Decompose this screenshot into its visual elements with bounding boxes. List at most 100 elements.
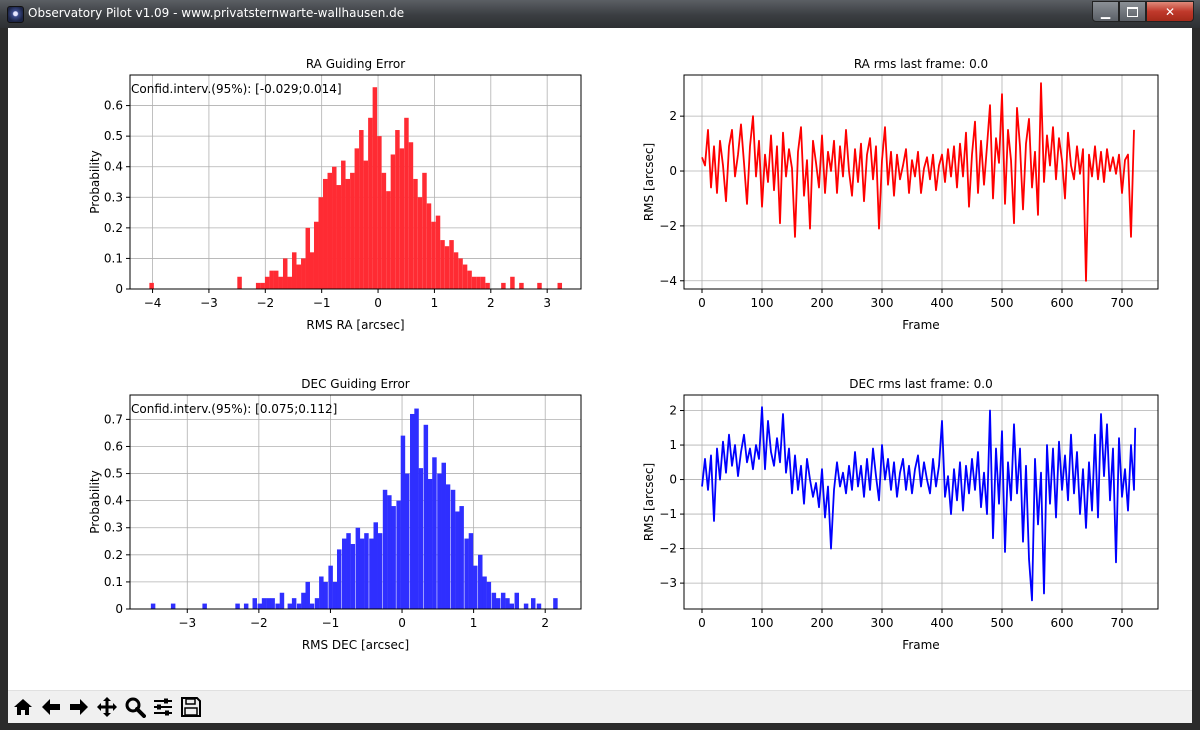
histogram-bar <box>441 462 446 609</box>
histogram-bar <box>478 554 483 609</box>
y-tick-label: 0.3 <box>104 190 123 204</box>
histogram-bar <box>368 117 373 289</box>
histogram-bar <box>440 240 445 289</box>
window-controls: ▁ ✕ <box>1092 1 1194 22</box>
histogram-bar <box>509 603 515 609</box>
x-tick-label: 300 <box>871 616 894 630</box>
chart-title: RA rms last frame: 0.0 <box>854 57 988 71</box>
histogram-bar <box>305 227 311 289</box>
histogram-bar <box>514 592 520 609</box>
subplots-button[interactable] <box>150 694 176 720</box>
y-tick-label: 0 <box>115 282 123 296</box>
x-tick-label: −4 <box>144 296 162 310</box>
navigation-toolbar <box>8 690 1192 723</box>
histogram-bar <box>505 598 510 609</box>
histogram-bar <box>445 484 451 609</box>
histogram-bar <box>404 117 409 289</box>
pan-button[interactable] <box>94 694 120 720</box>
x-tick-label: 200 <box>811 616 834 630</box>
x-tick-label: 500 <box>991 616 1014 630</box>
histogram-bar <box>391 506 396 609</box>
histogram-bar <box>269 270 274 289</box>
x-tick-label: 0 <box>698 616 706 630</box>
x-axis-label: Frame <box>902 638 939 652</box>
confidence-interval-annotation: Confid.interv.(95%): [-0.029;0.014] <box>131 82 342 96</box>
histogram-bar <box>390 154 396 289</box>
histogram-bar <box>350 543 356 609</box>
axes-frame <box>129 74 582 290</box>
histogram-bar <box>275 603 280 609</box>
histogram-bar <box>314 598 320 609</box>
series-line <box>701 406 1137 602</box>
histogram-bar <box>476 276 481 289</box>
histogram-bar <box>305 581 310 609</box>
histogram-bar <box>323 178 328 289</box>
save-button[interactable] <box>178 694 204 720</box>
histogram-bar <box>473 565 478 609</box>
home-button[interactable] <box>10 694 36 720</box>
y-tick-label: 0.3 <box>104 521 123 535</box>
y-tick-label: 0.6 <box>104 99 123 113</box>
histogram-bar <box>287 276 292 289</box>
histogram-bar <box>170 603 176 609</box>
histogram-bar <box>327 172 333 289</box>
histogram-bar <box>237 276 242 289</box>
histogram-bar <box>500 592 506 609</box>
y-tick-label: 0 <box>669 473 677 487</box>
histogram-bar <box>359 130 364 289</box>
x-tick-label: 500 <box>991 296 1014 310</box>
histogram-bar <box>149 282 154 289</box>
zoom-button[interactable] <box>122 694 148 720</box>
x-tick-label: 100 <box>751 616 774 630</box>
histogram-bar <box>400 435 406 609</box>
forward-button[interactable] <box>66 694 92 720</box>
histogram-bar <box>260 282 265 289</box>
histogram-bar <box>386 191 391 289</box>
dec-rms-axes: 0 100 200 300 400 500 600 700 −3 −2 −1 0 1 2 DEC rms l… <box>642 377 1159 652</box>
histogram-bar <box>553 598 558 609</box>
maximize-button[interactable] <box>1119 1 1146 22</box>
histogram-bar <box>372 87 378 289</box>
histogram-bar <box>426 203 432 289</box>
x-axis-label: Frame <box>902 318 939 332</box>
histogram-bar <box>537 282 542 289</box>
x-tick-label: 600 <box>1051 616 1074 630</box>
histogram-bar <box>413 178 418 289</box>
x-tick-label: 400 <box>931 296 954 310</box>
histogram-bar <box>453 252 459 289</box>
floppy-disk-icon <box>181 697 201 717</box>
x-tick-label: 0 <box>398 616 406 630</box>
histogram-bar <box>261 598 267 609</box>
histogram-bar <box>435 215 441 289</box>
close-button[interactable]: ✕ <box>1146 1 1194 22</box>
histogram-bar <box>257 603 263 609</box>
x-tick-label: 600 <box>1051 296 1074 310</box>
histogram-bar <box>309 603 315 609</box>
chart-title: DEC rms last frame: 0.0 <box>849 377 992 391</box>
histogram-bar <box>395 130 400 289</box>
x-tick-label: −2 <box>256 296 274 310</box>
histogram-bar <box>270 598 275 609</box>
x-tick-label: 2 <box>487 296 495 310</box>
histogram-bar <box>235 603 240 609</box>
histogram-bar <box>296 603 302 609</box>
histogram-bar <box>414 408 419 609</box>
histogram-bar <box>431 221 436 289</box>
histogram-bar <box>363 160 369 289</box>
x-tick-label: 700 <box>1111 616 1134 630</box>
minimize-button[interactable]: ▁ <box>1092 1 1119 22</box>
histogram-bar <box>491 592 497 609</box>
histogram-bar <box>266 598 271 609</box>
histogram-bar <box>458 258 463 289</box>
axes-frame <box>129 394 582 610</box>
x-tick-label: 0 <box>698 296 706 310</box>
histogram-bar <box>273 270 279 289</box>
histogram-bar <box>309 252 314 289</box>
window-titlebar[interactable]: Observatory Pilot v1.09 - www.privatster… <box>0 0 1200 28</box>
y-axis-label: RMS [arcsec] <box>642 143 656 221</box>
histogram-bar <box>450 489 456 609</box>
histogram-bar <box>278 276 283 289</box>
y-tick-label: 0.1 <box>104 575 123 589</box>
histogram-bar <box>291 598 297 609</box>
back-button[interactable] <box>38 694 64 720</box>
